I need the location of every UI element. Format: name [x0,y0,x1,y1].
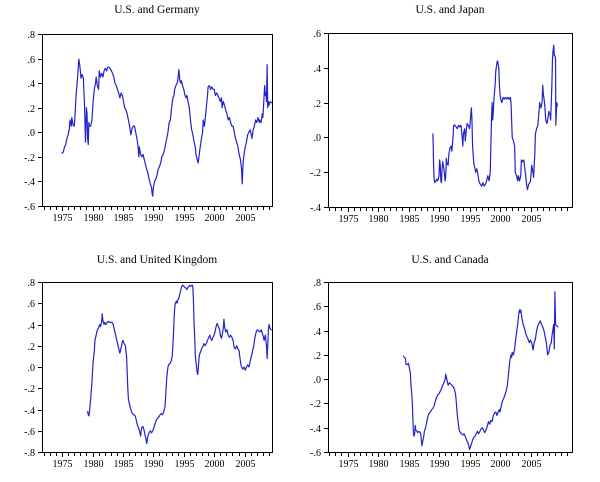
x-tick-label: 1985 [400,214,420,225]
chart-title-us-united-kingdom: U.S. and United Kingdom [96,254,218,266]
y-tick-label: .8 [314,278,322,289]
us-japan-line-plot: .6 .4 .2 .0 -.2 -.4 1975 1980 1985 1990 1995 2000 20… [310,29,573,225]
axis-tick-labels: .8 .6 .4 .2 .0 -.2 -.4 -.6 1975 1980 1985 1990 1995 2… [310,278,541,470]
x-tick-label: 1980 [84,459,104,470]
y-tick-label: .0 [28,363,36,374]
correlation-line [432,44,558,191]
chart-title-us-japan: U.S. and Japan [415,4,485,16]
plot-frame-and-ticks [38,34,273,211]
y-tick-label: .0 [28,128,36,139]
axis-tick-labels: .8 .6 .4 .2 .0 -.2 -.4 -.6 -.8 1975 1980 1985 1990 19… [24,278,255,470]
x-tick-label: 1985 [114,213,134,224]
x-tick-label: 1985 [400,459,420,470]
us-germany-line-plot: .8 .6 .4 .2 .0 -.2 -.4 -.6 1975 1980 1985 1990 1995 2… [24,30,273,224]
plot-frame-and-ticks [324,282,573,457]
correlation-line [87,284,272,445]
y-tick-label: .2 [28,342,36,353]
x-tick-label: 1975 [339,214,359,225]
y-tick-label: .4 [314,64,322,75]
x-tick-label: 2000 [205,459,225,470]
x-tick-label: 1975 [53,459,73,470]
y-tick-label: .4 [28,321,36,332]
y-tick-label: -.2 [310,399,321,410]
chart-us-canada: U.S. and Canada .8 .6 .4 .2 .0 -.2 -.4 -.6 1975 1… [300,241,600,482]
axis-tick-labels: .6 .4 .2 .0 -.2 -.4 1975 1980 1985 1990 1995 2000 20… [310,29,541,225]
y-tick-label: .6 [314,29,322,40]
y-tick-label: .2 [314,351,322,362]
y-tick-label: .4 [314,327,322,338]
y-tick-label: -.2 [310,168,321,179]
x-tick-label: 2005 [522,214,542,225]
y-tick-label: -.2 [24,153,35,164]
y-tick-label: .2 [28,104,36,115]
chart-us-united-kingdom: U.S. and United Kingdom .8 .6 .4 .2 .0 -.2 -.4… [0,241,300,482]
us-canada-line-plot: .8 .6 .4 .2 .0 -.2 -.4 -.6 1975 1980 1985 1990 1995 2… [310,278,573,470]
chart-title-us-germany: U.S. and Germany [114,4,200,16]
y-tick-label: -.6 [310,448,321,459]
x-tick-label: 2000 [491,459,511,470]
x-tick-label: 1980 [84,213,104,224]
x-tick-label: 1995 [175,213,195,224]
chart-title-us-canada: U.S. and Canada [411,254,489,266]
plot-frame-and-ticks [38,282,273,457]
y-tick-label: -.4 [24,406,35,417]
correlation-line [61,58,272,197]
y-tick-label: .6 [28,299,36,310]
y-tick-label: -.4 [24,177,35,188]
y-tick-label: .2 [314,99,322,110]
x-tick-label: 2000 [205,213,225,224]
x-tick-label: 1980 [369,214,389,225]
x-tick-label: 2005 [522,459,542,470]
us-united-kingdom-line-plot: .8 .6 .4 .2 .0 -.2 -.4 -.6 -.8 1975 1980 1985 1990 19… [24,278,273,470]
x-tick-label: 1995 [461,214,481,225]
x-tick-label: 2005 [236,459,256,470]
axis-tick-labels: .8 .6 .4 .2 .0 -.2 -.4 -.6 1975 1980 1985 1990 1995 2… [24,30,255,224]
x-tick-label: 1975 [53,213,73,224]
x-tick-label: 1990 [144,213,164,224]
correlation-line [403,291,559,451]
x-tick-label: 1995 [461,459,481,470]
y-tick-label: -.2 [24,384,35,395]
y-tick-label: -.8 [24,448,35,459]
x-tick-label: 1990 [430,214,450,225]
plot-frame-and-ticks [324,33,573,212]
chart-us-japan: U.S. and Japan .6 .4 .2 .0 -.2 -.4 1975 1980 198… [300,0,600,241]
y-tick-label: .6 [28,55,36,66]
x-tick-label: 1990 [144,459,164,470]
chart-us-germany: U.S. and Germany .8 .6 .4 .2 .0 -.2 -.4 -.6 1975… [0,0,300,241]
x-tick-label: 1995 [175,459,195,470]
y-tick-label: .4 [28,79,36,90]
x-tick-label: 1990 [430,459,450,470]
y-tick-label: -.6 [24,427,35,438]
y-tick-label: .8 [28,278,36,289]
y-tick-label: .0 [314,375,322,386]
y-tick-label: -.4 [310,203,321,214]
x-tick-label: 1975 [339,459,359,470]
x-tick-label: 2005 [236,213,256,224]
y-tick-label: .8 [28,30,36,41]
y-tick-label: -.4 [310,424,321,435]
x-tick-label: 1980 [369,459,389,470]
y-tick-label: .0 [314,133,322,144]
x-tick-label: 1985 [114,459,134,470]
x-tick-label: 2000 [491,214,511,225]
y-tick-label: .6 [314,302,322,313]
y-tick-label: -.6 [24,202,35,213]
